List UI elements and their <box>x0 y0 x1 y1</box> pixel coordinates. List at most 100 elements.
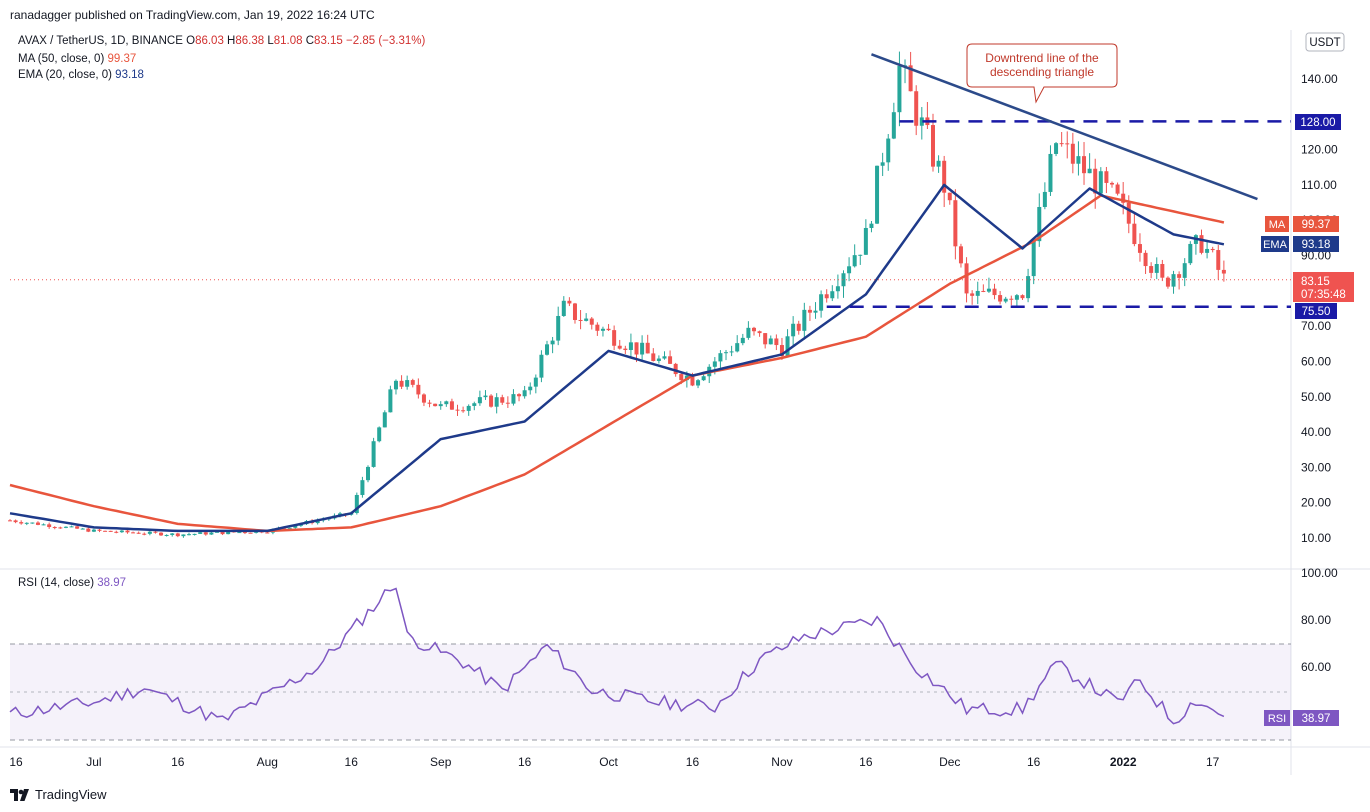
candle-body <box>763 333 768 345</box>
candle-body <box>779 345 784 357</box>
candle-body <box>388 389 393 413</box>
candle-body <box>1160 264 1165 278</box>
candle-body <box>975 290 980 296</box>
candle-body <box>791 323 796 337</box>
candle-body <box>494 397 499 407</box>
rsi-tick-label: 60.00 <box>1301 660 1331 674</box>
candle-body <box>192 533 197 535</box>
candle-body <box>86 528 91 532</box>
publisher-line: ranadagger published on TradingView.com,… <box>10 8 375 22</box>
badge-countdown: 07:35:48 <box>1301 289 1346 301</box>
candle-body <box>556 315 561 341</box>
candle-body <box>869 223 874 228</box>
rsi-legend[interactable]: RSI (14, close) 38.97 <box>18 577 126 589</box>
annotation-callout[interactable]: Downtrend line of the descending triangl… <box>966 43 1118 104</box>
candle-body <box>153 531 158 533</box>
ohlc-o: O86.03 <box>186 35 224 47</box>
ma-legend-label: MA (50, close, 0) <box>18 53 105 65</box>
annotation-bubble <box>966 43 1118 104</box>
symbol-title: AVAX / TetherUS, 1D, BINANCE <box>18 35 183 47</box>
candle-body <box>914 91 919 126</box>
candle-body <box>1087 168 1092 174</box>
candle-body <box>774 338 779 346</box>
candle-body <box>545 344 550 355</box>
candle-body <box>600 328 605 331</box>
candle-body <box>125 530 130 533</box>
badge-ema-value: 93.18 <box>1302 239 1331 251</box>
rsi-line[interactable] <box>9 587 1225 725</box>
badge-rsi: RSI 38.97 <box>1264 710 1339 726</box>
candle-body <box>472 403 477 406</box>
candle-body <box>226 531 231 535</box>
candle-body <box>393 380 398 390</box>
rsi-legend-value: 38.97 <box>97 577 127 589</box>
candle-body <box>1165 277 1170 287</box>
candle-body <box>1076 156 1081 164</box>
candle-body <box>8 520 12 522</box>
indicator-lines-layer <box>9 183 1291 725</box>
badge-ma-tag: MA <box>1269 219 1286 231</box>
currency-badge[interactable]: USDT <box>1305 32 1345 52</box>
candle-body <box>1137 244 1142 253</box>
candle-body <box>399 380 404 387</box>
ma-legend[interactable]: MA (50, close, 0) 99.37 <box>18 53 136 65</box>
tradingview-logo[interactable]: TradingView <box>10 787 107 802</box>
candle-body <box>640 342 645 355</box>
candle-body <box>248 532 253 534</box>
candle-body <box>930 125 935 167</box>
candle-body <box>729 351 734 353</box>
time-tick-label: 16 <box>518 755 532 769</box>
ema-legend-label: EMA (20, close, 0) <box>18 69 112 81</box>
candle-body <box>511 394 516 404</box>
candle-body <box>477 397 482 404</box>
candle-body <box>1109 182 1114 185</box>
candle-body <box>662 356 667 359</box>
drawings-layer[interactable] <box>826 53 1291 308</box>
candle-body <box>668 356 673 364</box>
candle-body <box>466 405 471 411</box>
candle-body <box>47 524 52 528</box>
candle-body <box>645 342 650 354</box>
badge-last-price-value: 83.15 <box>1301 276 1330 288</box>
annotation-line-2: descending triangle <box>990 65 1094 79</box>
rsi-tick-label: 100.00 <box>1301 566 1338 580</box>
candle-body <box>712 361 717 367</box>
candle-body <box>410 380 415 385</box>
candle-body <box>908 65 913 92</box>
candle-body <box>136 532 141 534</box>
candle-body <box>690 375 695 386</box>
candle-body <box>533 377 538 387</box>
ema-line[interactable] <box>9 183 1225 533</box>
candle-body <box>52 527 57 529</box>
candle-body <box>164 534 169 536</box>
candle-body <box>500 397 505 403</box>
candle-body <box>617 345 622 349</box>
ma-line[interactable] <box>9 194 1225 533</box>
candle-body <box>444 401 449 405</box>
candle-body <box>405 380 410 387</box>
candle-body <box>41 524 46 526</box>
axes-layer: 140.00 120.00 110.00 100.00 90.00 70.00 60.00 5… <box>9 72 1338 769</box>
candle-body <box>108 530 113 532</box>
candle-body <box>1048 153 1053 192</box>
candle-body <box>992 288 997 296</box>
candle-body <box>97 529 102 531</box>
ema-legend[interactable]: EMA (20, close, 0) 93.18 <box>18 69 144 81</box>
symbol-legend[interactable]: AVAX / TetherUS, 1D, BINANCE O86.03 H86.… <box>18 35 425 47</box>
price-tick-label: 110.00 <box>1301 178 1337 192</box>
candle-body <box>740 337 745 344</box>
candle-body <box>735 343 740 352</box>
candle-body <box>1009 298 1014 300</box>
candle-body <box>187 534 192 536</box>
price-tick-label: 70.00 <box>1301 319 1331 333</box>
candle-body <box>634 342 639 355</box>
downtrend-line[interactable] <box>871 53 1258 201</box>
time-tick-label: 16 <box>1027 755 1041 769</box>
candle-body <box>315 520 320 524</box>
badge-ma: MA 99.37 <box>1265 216 1339 232</box>
time-tick-label: Jul <box>86 755 101 769</box>
candle-body <box>293 525 298 528</box>
candle-body <box>438 404 443 407</box>
badge-rsi-value: 38.97 <box>1302 713 1331 725</box>
